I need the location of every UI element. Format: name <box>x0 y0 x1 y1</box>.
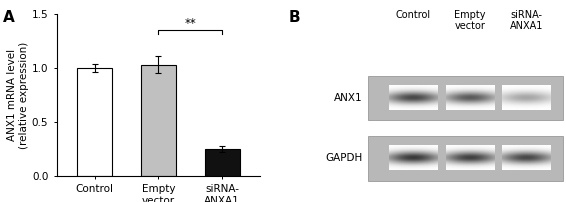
Bar <box>141 65 176 176</box>
Y-axis label: ANX1 mRNA level
(relative expression): ANX1 mRNA level (relative expression) <box>7 41 29 148</box>
Bar <box>205 149 239 176</box>
Text: ANX1: ANX1 <box>333 93 362 103</box>
Text: Empty
vector: Empty vector <box>454 10 486 32</box>
Text: Control: Control <box>396 10 431 20</box>
Bar <box>78 68 112 176</box>
Bar <box>368 136 563 181</box>
Bar <box>368 76 563 120</box>
Text: GAPDH: GAPDH <box>325 153 362 163</box>
Text: A: A <box>3 10 15 25</box>
Text: B: B <box>289 10 301 25</box>
Text: **: ** <box>185 17 196 30</box>
Text: siRNA-
ANXA1: siRNA- ANXA1 <box>510 10 543 32</box>
